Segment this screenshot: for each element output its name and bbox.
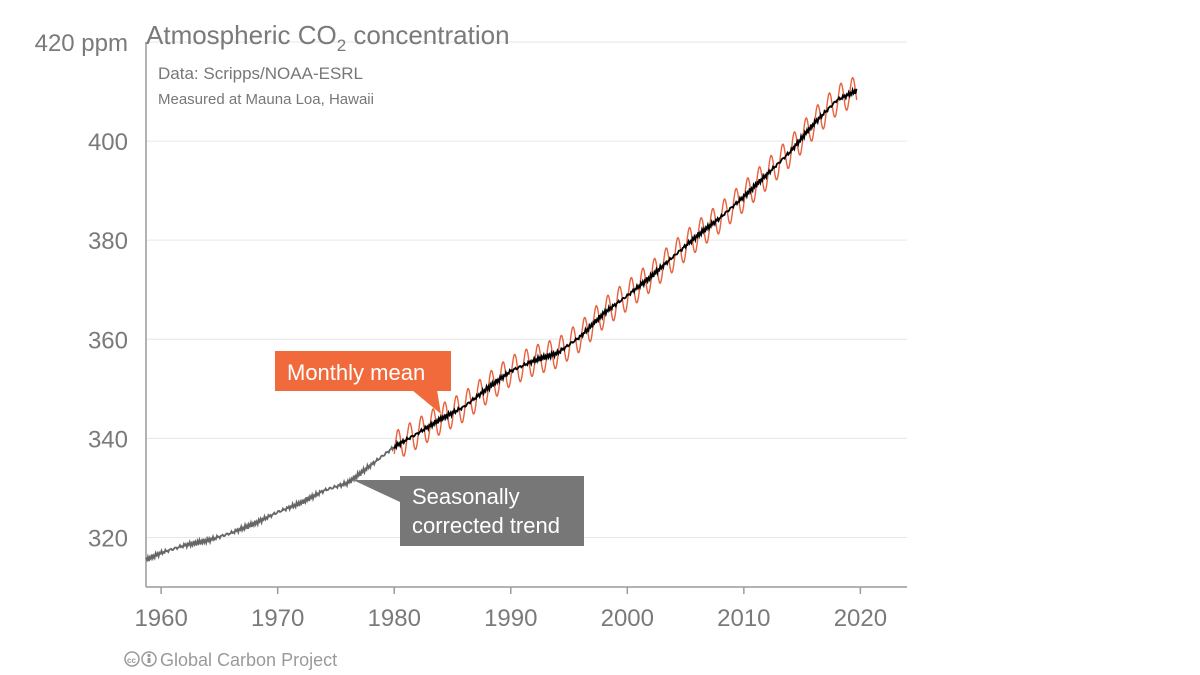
x-tick-label: 1960 bbox=[134, 605, 187, 632]
chart-subtitle-2: Measured at Mauna Loa, Hawaii bbox=[158, 91, 374, 108]
chart-title: Atmospheric CO2 concentration bbox=[146, 20, 510, 55]
trend-callout: Seasonally corrected trend bbox=[353, 476, 584, 546]
x-tick-label: 2020 bbox=[834, 605, 887, 632]
x-tick-label: 2000 bbox=[601, 605, 654, 632]
y-tick-label: 360 bbox=[88, 327, 128, 354]
monthly-mean-callout: Monthly mean bbox=[275, 351, 451, 414]
monthly-mean-line bbox=[393, 76, 858, 457]
y-tick-label: 340 bbox=[88, 426, 128, 453]
credit-text: Global Carbon Project bbox=[160, 650, 337, 670]
monthly-mean-label: Monthly mean bbox=[287, 360, 425, 385]
chart-subtitle: Data: Scripps/NOAA-ESRL bbox=[158, 64, 363, 83]
y-tick-label: 320 bbox=[88, 525, 128, 552]
credit: cc Global Carbon Project bbox=[124, 650, 337, 670]
grid-lines bbox=[146, 41, 907, 538]
cc-icon: cc bbox=[124, 651, 140, 667]
y-tick-label: 380 bbox=[88, 228, 128, 255]
trend-label-line-2: corrected trend bbox=[412, 513, 560, 538]
x-ticks: 1960 1970 1980 1990 2000 2010 2020 bbox=[134, 587, 887, 632]
y-tick-label: 400 bbox=[88, 129, 128, 156]
x-tick-label: 2010 bbox=[717, 605, 770, 632]
y-ticks: 320 340 360 380 400 420 ppm bbox=[35, 30, 128, 552]
axes bbox=[145, 42, 907, 588]
x-tick-label: 1980 bbox=[368, 605, 421, 632]
y-tick-label: 420 ppm bbox=[35, 30, 128, 57]
trend-callout-box bbox=[400, 476, 584, 546]
by-icon bbox=[141, 651, 157, 667]
trend-label-line-1: Seasonally bbox=[412, 484, 520, 509]
x-tick-label: 1970 bbox=[251, 605, 304, 632]
trend-line-early bbox=[145, 445, 395, 563]
svg-text:cc: cc bbox=[127, 656, 136, 665]
monthly-mean-callout-pointer bbox=[412, 390, 441, 414]
trend-line-recent bbox=[393, 86, 858, 451]
x-tick-label: 1990 bbox=[484, 605, 537, 632]
monthly-mean-callout-box bbox=[275, 351, 451, 391]
trend-callout-pointer bbox=[353, 480, 400, 502]
series bbox=[145, 76, 858, 563]
